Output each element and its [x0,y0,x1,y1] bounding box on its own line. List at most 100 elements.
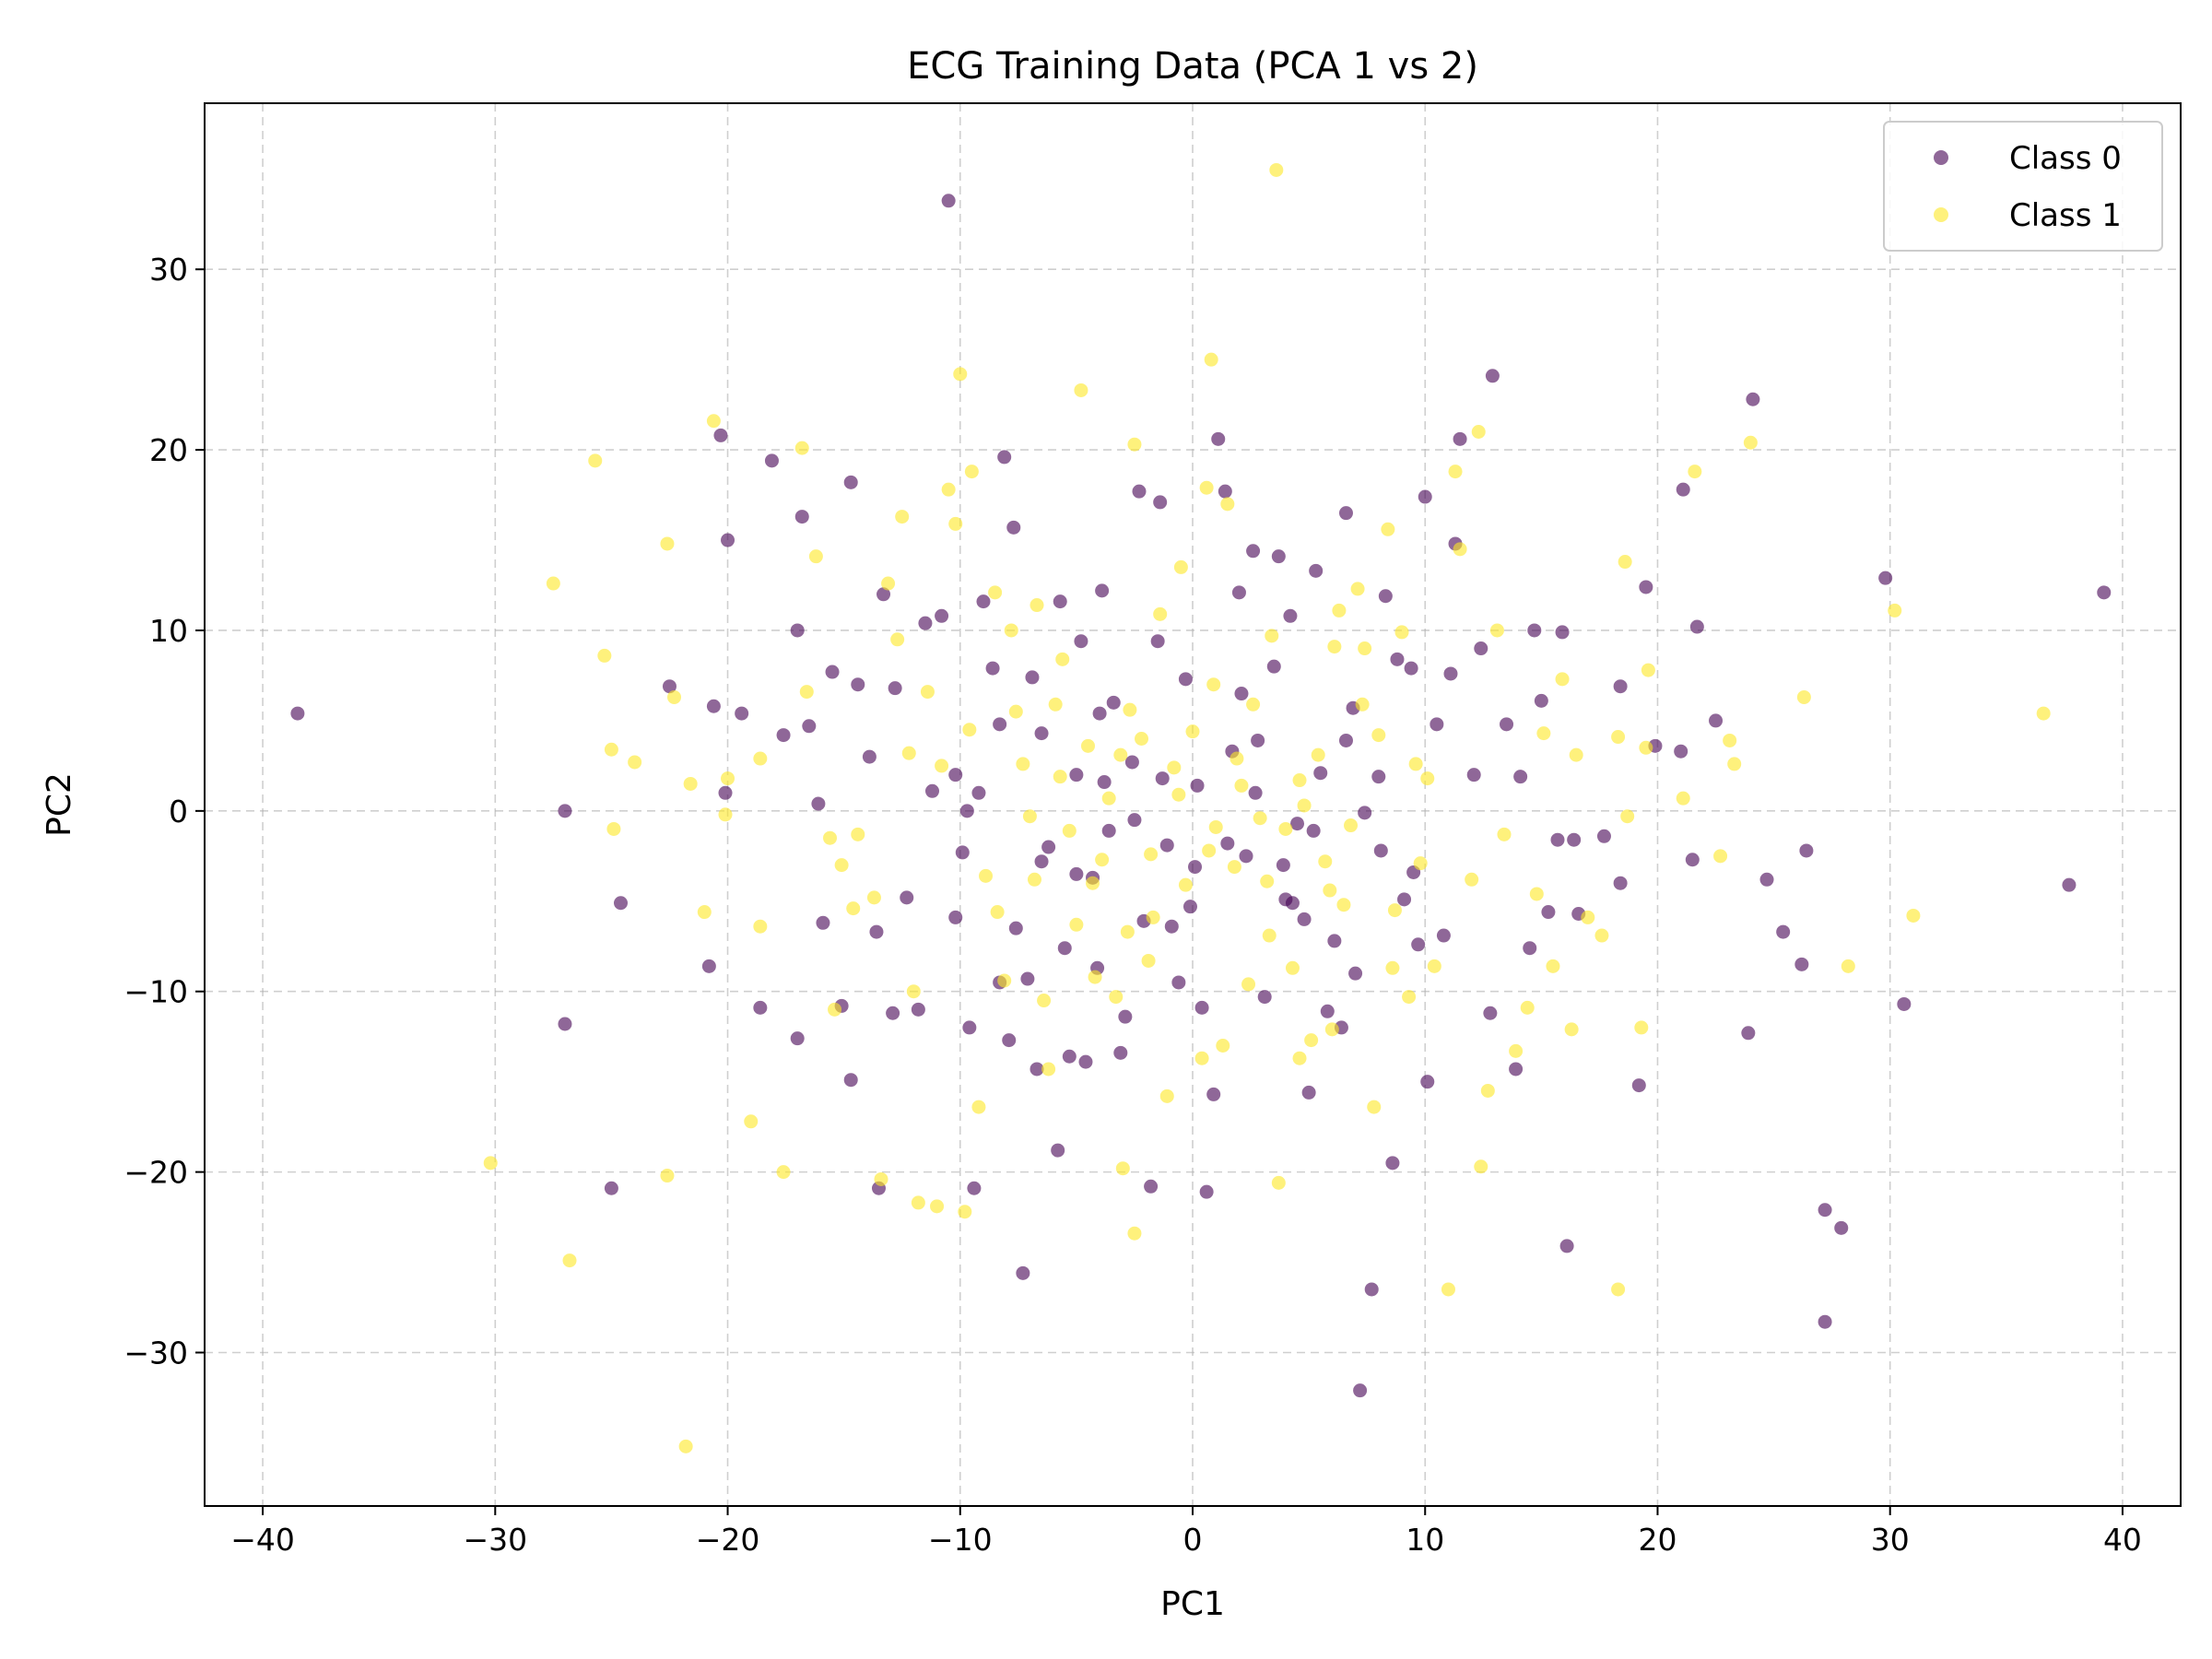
scatter-point-class-0 [776,728,791,743]
scatter-point-class-1 [1241,977,1256,992]
scatter-point-class-0 [1132,484,1147,499]
scatter-point-class-1 [1489,623,1504,638]
scatter-point-class-1 [697,905,712,920]
scatter-point-class-1 [941,482,956,497]
legend: Class 0 Class 1 [1883,121,2163,252]
scatter-point-class-1 [1167,760,1182,775]
scatter-point-class-1 [1120,924,1135,939]
scatter-point-class-0 [1348,966,1363,981]
scatter-point-class-1 [1074,382,1088,397]
scatter-point-class-0 [1534,693,1548,708]
scatter-point-class-1 [881,576,896,591]
scatter-point-class-0 [1182,900,1197,914]
scatter-point-class-0 [1155,771,1170,786]
x-axis-label: PC1 [1160,1585,1225,1623]
scatter-point-class-1 [1053,770,1067,784]
scatter-point-class-1 [1471,425,1486,440]
scatter-point-class-1 [1385,960,1400,975]
scatter-point-class-1 [1402,990,1417,1005]
scatter-point-class-0 [614,896,629,911]
scatter-point-class-0 [1283,608,1298,623]
scatter-point-class-0 [825,665,840,679]
y-tick-label: −10 [124,974,188,1010]
scatter-point-class-0 [1008,921,1023,935]
scatter-point-class-0 [790,623,805,638]
scatter-point-class-1 [1080,738,1095,753]
scatter-point-class-1 [1408,757,1423,771]
scatter-point-class-0 [1527,623,1542,638]
scatter-point-class-0 [1164,919,1179,934]
scatter-point-class-1 [1480,1083,1495,1098]
scatter-point-class-0 [900,890,914,905]
scatter-point-class-1 [1278,821,1293,836]
scatter-point-class-1 [1497,827,1512,841]
scatter-point-class-0 [764,453,779,468]
scatter-point-class-0 [877,587,891,602]
scatter-point-class-0 [1257,990,1272,1005]
scatter-point-class-1 [706,414,721,429]
scatter-point-class-0 [985,661,1000,676]
scatter-point-class-0 [290,706,305,721]
scatter-point-class-0 [1034,726,1049,741]
scatter-point-class-1 [953,367,968,382]
scatter-point-class-1 [935,759,949,773]
scatter-point-class-0 [888,681,902,696]
x-tick-label: −30 [463,1522,527,1558]
x-tick-label: 40 [2103,1522,2142,1558]
scatter-point-class-0 [1199,1184,1214,1199]
scatter-point-class-1 [1555,672,1570,687]
scatter-point-class-1 [1529,887,1544,901]
scatter-point-class-1 [1159,1088,1174,1103]
scatter-point-class-1 [1285,960,1300,975]
scatter-point-class-1 [1723,733,1737,747]
scatter-point-class-1 [1220,497,1235,512]
scatter-point-class-0 [1676,482,1690,497]
scatter-point-class-1 [1427,959,1441,973]
scatter-point-class-1 [1208,819,1223,834]
y-tick-label: 0 [169,794,188,830]
scatter-point-class-0 [1500,717,1514,732]
scatter-point-class-0 [1485,369,1500,383]
scatter-point-class-1 [1641,663,1655,677]
scatter-point-class-0 [1144,1179,1159,1194]
scatter-point-class-0 [1276,858,1290,873]
scatter-point-class-0 [1124,755,1139,770]
scatter-point-class-1 [1327,640,1342,654]
scatter-point-class-1 [1037,994,1052,1008]
scatter-point-class-0 [1320,1004,1335,1018]
scatter-point-class-0 [976,594,991,609]
scatter-point-class-0 [1194,1000,1209,1015]
scatter-point-class-0 [1030,1062,1044,1077]
scatter-point-class-1 [660,536,675,551]
scatter-point-class-1 [1906,908,1921,923]
scatter-point-class-0 [1313,766,1328,781]
scatter-point-class-1 [1448,465,1463,479]
scatter-point-class-0 [1794,957,1809,971]
scatter-point-class-1 [1358,641,1372,656]
scatter-point-class-0 [794,510,809,524]
scatter-point-class-0 [1639,580,1653,594]
scatter-point-class-0 [1338,506,1353,521]
scatter-point-class-1 [1639,740,1653,755]
scatter-point-class-1 [1153,606,1168,621]
scatter-point-class-0 [1069,866,1084,881]
scatter-point-class-1 [1204,352,1218,367]
scatter-point-class-1 [1727,757,1742,771]
scatter-point-class-0 [1069,768,1084,782]
scatter-point-class-1 [1441,1282,1455,1297]
scatter-point-class-1 [958,1205,972,1219]
series-1 [483,162,2051,1453]
scatter-point-class-1 [1611,1282,1626,1297]
legend-label-class-1: Class 1 [2009,197,2122,234]
scatter-point-class-0 [1390,652,1405,666]
scatter-point-class-1 [597,648,612,663]
scatter-point-class-1 [799,685,814,700]
scatter-point-class-1 [1796,689,1811,704]
scatter-point-class-0 [1251,733,1265,747]
scatter-point-class-1 [971,1100,986,1114]
scatter-point-class-1 [1135,732,1149,747]
scatter-point-class-1 [1146,910,1160,924]
scatter-point-class-1 [1311,747,1325,762]
scatter-point-class-1 [990,905,1005,920]
scatter-point-class-0 [1034,854,1049,869]
